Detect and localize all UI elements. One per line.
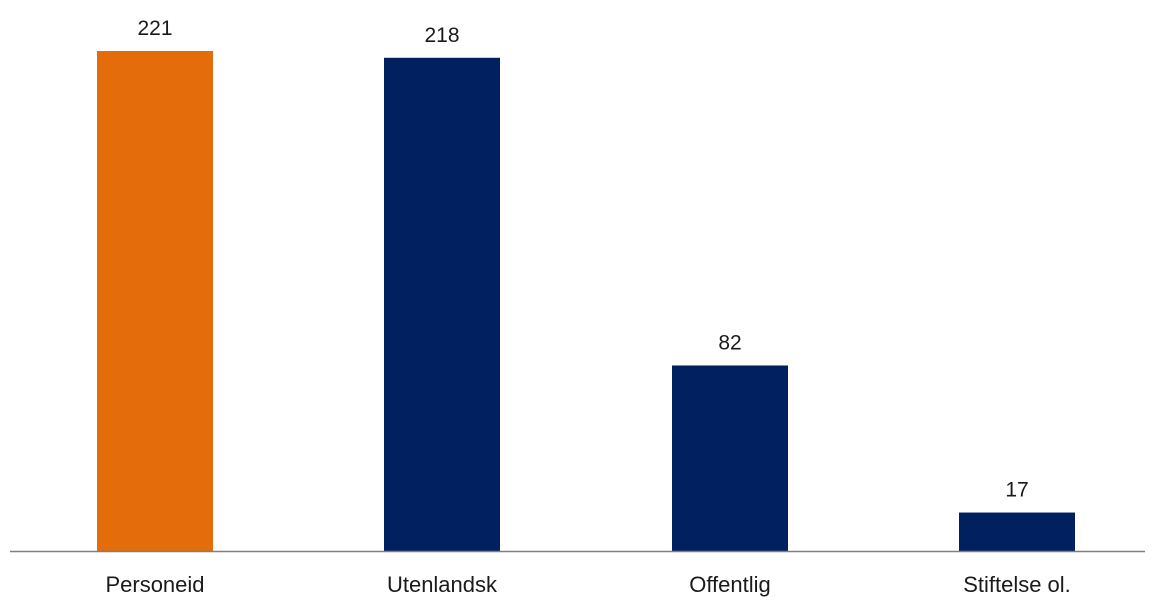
data-label: 218 [424,24,459,47]
data-label: 221 [137,17,172,40]
bar-offentlig [672,365,788,551]
bar-stiftelse-ol [959,512,1075,551]
data-label: 82 [718,331,741,354]
category-tick-label: Stiftelse ol. [963,572,1071,597]
bars-group [97,51,1075,552]
category-tick-label: Offentlig [689,572,771,597]
bar-personeid [97,51,213,551]
category-tick-label: Utenlandsk [387,572,498,597]
category-tick-label: Personeid [105,572,204,597]
category-labels-group: Personeid Utenlandsk Offentlig Stiftelse ol… [105,572,1070,597]
data-label: 17 [1005,479,1028,502]
bar-utenlandsk [384,57,500,552]
value-labels-group: 221 218 82 17 [137,17,1028,502]
